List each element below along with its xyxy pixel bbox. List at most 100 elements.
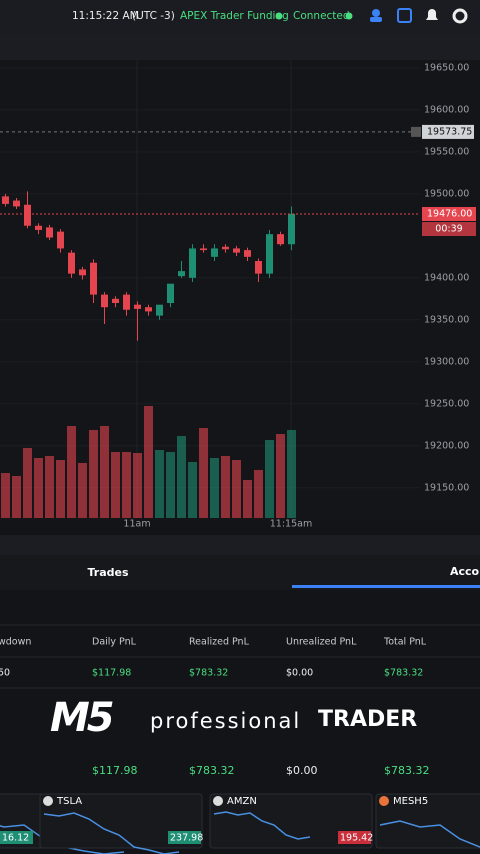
candle-body: [189, 248, 196, 278]
volume-bar: [210, 458, 219, 518]
volume-bar: [133, 453, 142, 518]
y-tick-label: 19250.00: [424, 398, 469, 409]
volume-bar: [177, 436, 186, 518]
candle-body: [24, 204, 31, 226]
candle-body: [57, 231, 64, 249]
tab[interactable]: Accou: [450, 565, 480, 578]
y-tick-label: 19400.00: [424, 272, 469, 283]
top-icons: [275, 8, 468, 24]
ticker-price: 16.12: [2, 833, 29, 844]
volume-bar: [67, 426, 76, 518]
brand-logo: M5: [50, 695, 113, 741]
watchlist-card[interactable]: [209, 793, 373, 849]
volume-bar: [287, 430, 296, 518]
cell: $783.32: [384, 764, 430, 777]
volume-bar: [155, 450, 164, 518]
candle-body: [35, 225, 42, 230]
tab-bar: [0, 555, 480, 590]
volume-bar: [1, 473, 10, 518]
column-header: wdown: [0, 637, 31, 648]
x-tick-label: 11:15am: [270, 519, 312, 530]
volume-bar: [12, 476, 21, 518]
separator: [0, 535, 480, 555]
plot-area: [0, 60, 420, 520]
ticker-price: 195.42: [340, 833, 373, 844]
y-tick-label: 19500.00: [424, 188, 469, 199]
cell: $0.00: [286, 764, 318, 777]
connection-status: Connected: [293, 10, 350, 22]
volume-bar: [100, 426, 109, 518]
last-price-label: 19476.00: [427, 209, 472, 220]
volume-bar: [45, 456, 54, 518]
bell-icon[interactable]: [426, 9, 438, 20]
candle-body: [211, 248, 218, 257]
brand-word: professional: [150, 709, 301, 733]
price-tag: [168, 831, 201, 844]
countdown: 00:39: [435, 224, 462, 235]
candle-body: [101, 294, 108, 308]
volume-bar: [111, 452, 120, 518]
candle-body: [79, 269, 86, 276]
volume-bar: [276, 434, 285, 518]
y-tick-label: 19350.00: [424, 314, 469, 325]
y-tick-label: 19550.00: [424, 146, 469, 157]
cell: $117.98: [92, 764, 138, 777]
candle-body: [200, 248, 207, 251]
column-header: Realized PnL: [189, 637, 250, 648]
price-tag: [0, 831, 33, 844]
volume-bar: [254, 470, 263, 518]
volume-bar: [243, 480, 252, 518]
ticker-icon: [213, 796, 223, 806]
status-dot: [275, 12, 283, 20]
user-icon[interactable]: [372, 9, 380, 17]
column-header: Unrealized PnL: [286, 637, 357, 648]
volume-bar: [23, 448, 32, 518]
crosshair-label: 19573.75: [427, 126, 472, 137]
candle-body: [222, 246, 229, 250]
volume-bar: [78, 463, 87, 518]
cell: $0.00: [286, 668, 313, 679]
volume-bar: [188, 462, 197, 518]
user-icon-body: [370, 17, 382, 22]
price-tag: [338, 831, 371, 844]
candle-body: [112, 298, 119, 304]
y-tick-label: 19300.00: [424, 356, 469, 367]
volume-bar: [34, 458, 43, 518]
brand-word: TRADER: [318, 707, 417, 732]
timezone: (UTC -3): [132, 10, 175, 22]
cell: $117.98: [92, 668, 131, 679]
account-name[interactable]: APEX Trader Funding: [180, 10, 289, 22]
crosshair-plus: [411, 126, 421, 137]
x-tick-label: 11am: [123, 519, 150, 530]
tab[interactable]: Trades: [87, 566, 128, 579]
candle-body: [255, 261, 262, 274]
ticker-price: 237.98: [170, 833, 203, 844]
last-price-tag: [422, 207, 476, 221]
sparkline: [43, 812, 180, 854]
settings-icon[interactable]: [452, 8, 468, 24]
ticker-symbol: AMZN: [227, 796, 257, 807]
candle-body: [145, 307, 152, 312]
toolbar: [0, 34, 480, 60]
candle-body: [244, 250, 251, 257]
save-icon[interactable]: [397, 8, 412, 23]
ticker-symbol: MESH5: [393, 796, 428, 807]
cell: $783.32: [189, 668, 228, 679]
cell: $783.32: [189, 764, 235, 777]
ticker-icon: [43, 796, 53, 806]
y-tick-label: 19600.00: [424, 104, 469, 115]
watchlist-card[interactable]: [39, 793, 203, 849]
candle-body: [167, 283, 174, 304]
candle-body: [266, 234, 273, 274]
volume-bar: [56, 460, 65, 518]
candle-body: [90, 262, 97, 295]
volume-bar: [144, 406, 153, 518]
y-tick-label: 19200.00: [424, 440, 469, 451]
status-dot: [345, 12, 353, 20]
clock: 11:15:22 AM: [72, 10, 139, 22]
candle-body: [288, 214, 295, 245]
countdown-tag: [422, 222, 476, 236]
candle-body: [134, 304, 141, 309]
candle-body: [178, 271, 185, 277]
